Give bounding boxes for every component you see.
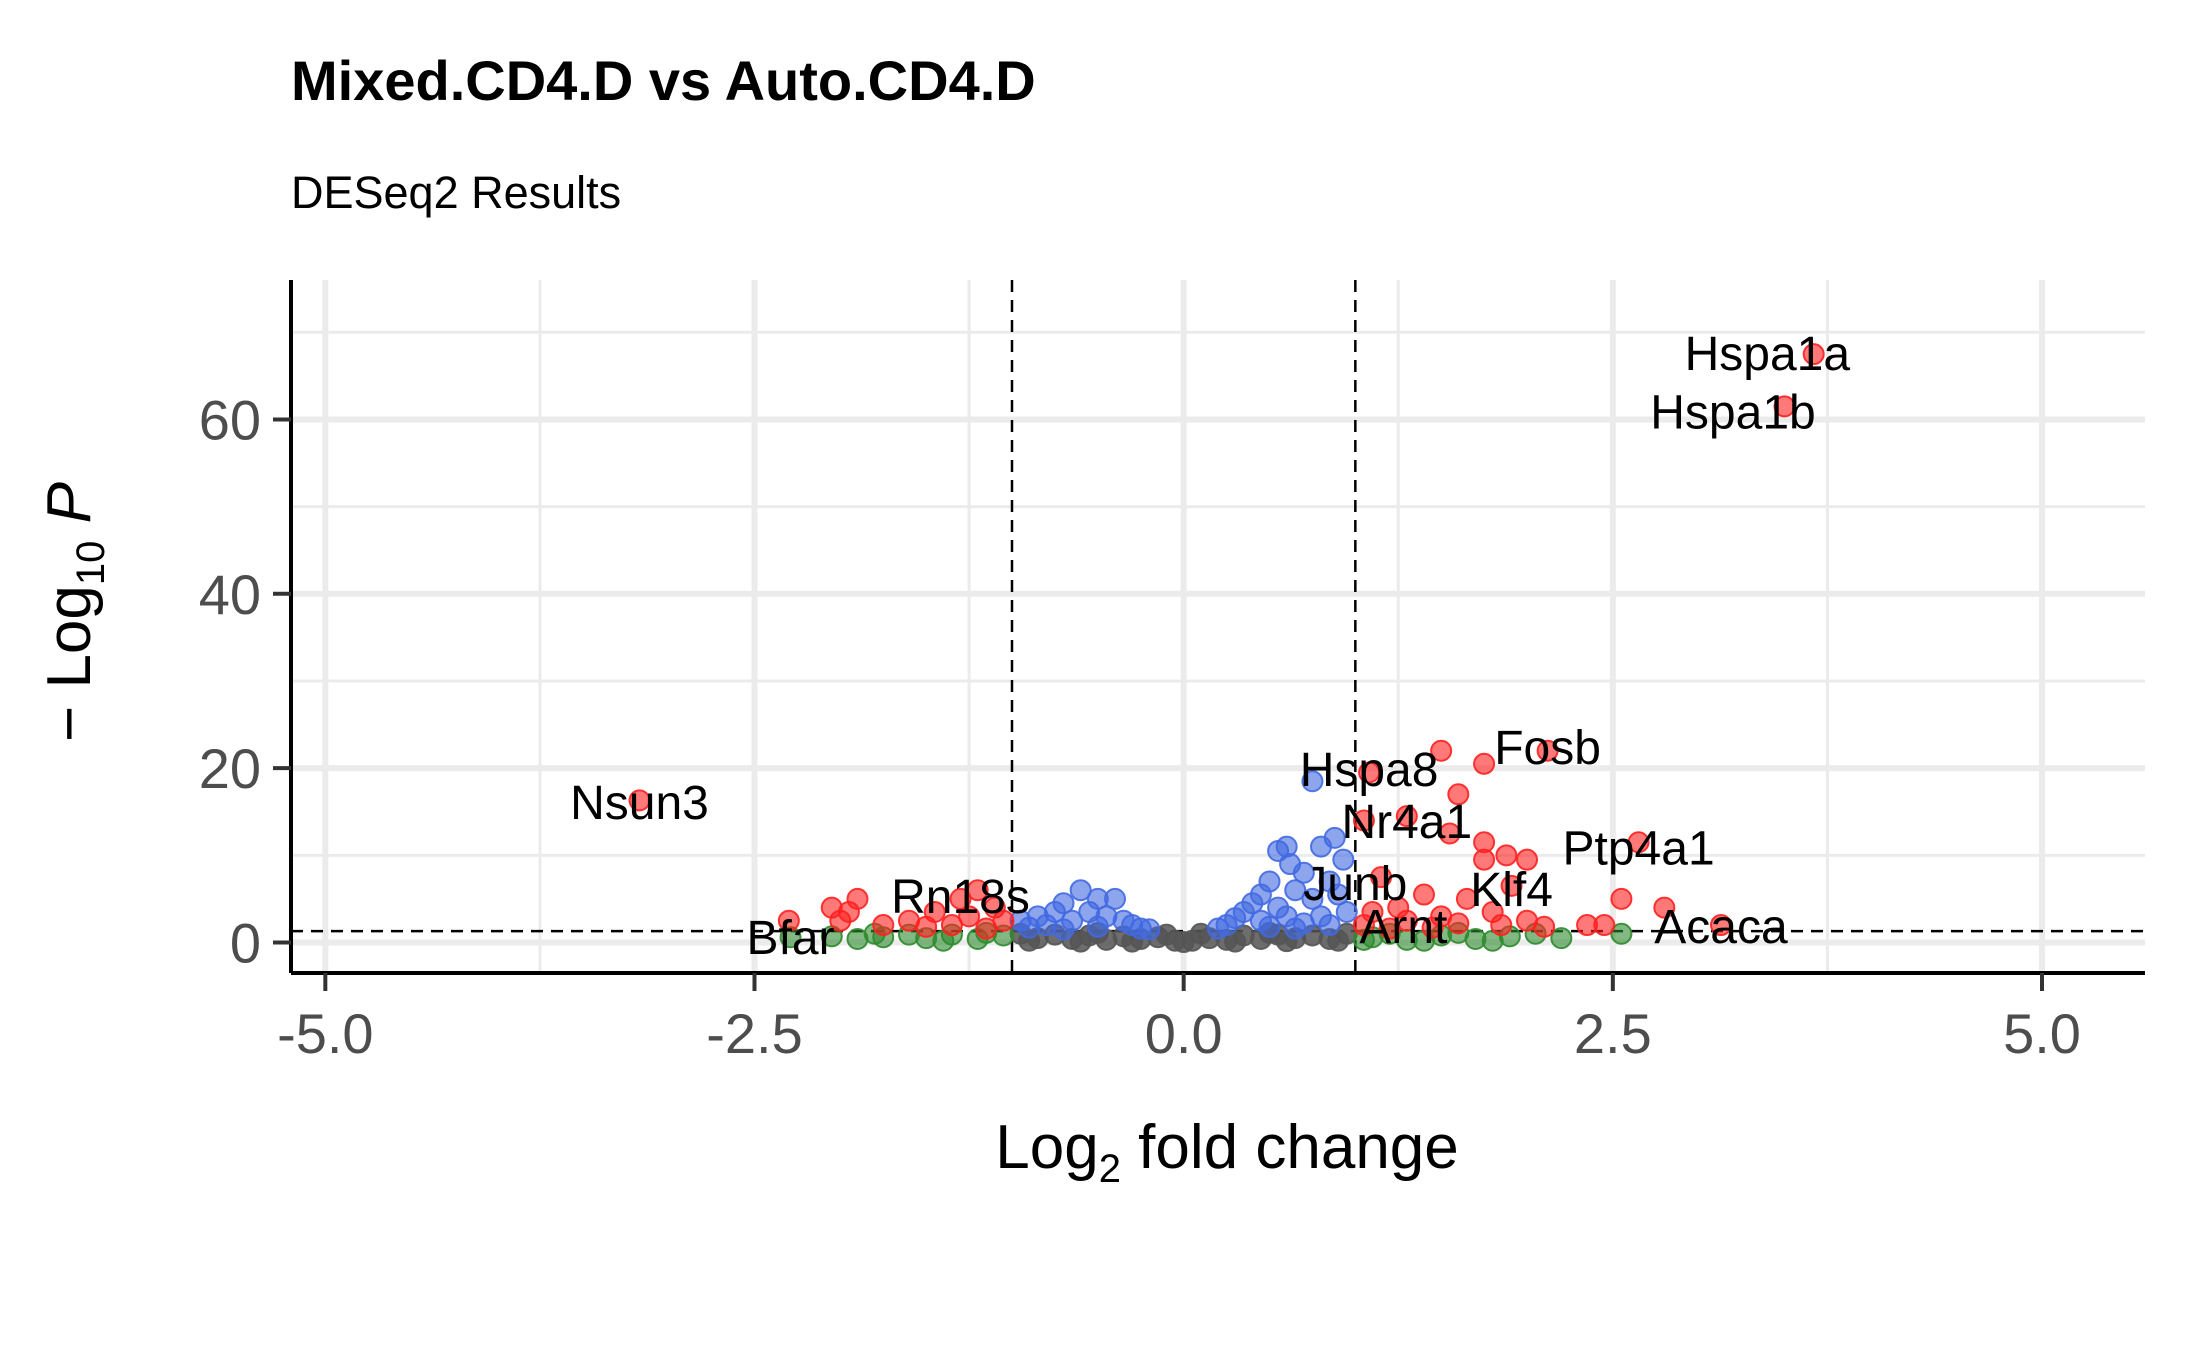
data-point-p-and-log2fc — [1447, 912, 1470, 935]
x-tick-label: -5.0 — [277, 1002, 374, 1065]
x-axis-title-subscript: 2 — [1099, 1147, 1121, 1191]
chart-subtitle: DESeq2 Results — [291, 167, 621, 218]
data-point-p — [1310, 835, 1332, 858]
data-point-p — [1284, 917, 1307, 940]
data-point-p-and-log2fc — [1421, 916, 1444, 939]
data-point-p — [1138, 918, 1161, 941]
gene-label-rn18s: Rn18s — [891, 871, 1030, 924]
data-point-p-and-log2fc — [1455, 887, 1478, 910]
data-point-p — [1327, 883, 1350, 906]
y-tick-label: 60 — [199, 388, 261, 451]
x-axis-title-prefix: Log — [995, 1113, 1098, 1182]
data-point-p-and-log2fc — [949, 887, 972, 910]
data-point-p-and-log2fc — [1352, 914, 1375, 937]
data-point-p-and-log2fc — [1438, 822, 1461, 845]
data-point-p-and-log2fc — [915, 915, 938, 938]
x-tick-label: -2.5 — [706, 1002, 803, 1065]
y-axis-title-italic: P — [35, 482, 104, 523]
data-point-ns — [1069, 930, 1092, 953]
y-axis-title-subscript: 10 — [69, 541, 113, 586]
data-point-p — [1258, 915, 1281, 938]
gene-label-arnt: Arnt — [1359, 901, 1447, 954]
data-points — [628, 343, 1825, 954]
gene-label-ptp4a1: Ptp4a1 — [1563, 822, 1715, 875]
x-tick-label: 2.5 — [1574, 1002, 1652, 1065]
gene-label-acaca: Acaca — [1654, 901, 1788, 954]
data-point-p-and-log2fc — [1536, 739, 1559, 762]
data-point-p-and-log2fc — [958, 905, 981, 928]
data-point-p — [1207, 917, 1229, 940]
y-axis-title: − Log10 P — [35, 482, 113, 742]
y-tick-label: 40 — [199, 563, 261, 626]
x-tick-label: 5.0 — [2003, 1002, 2081, 1065]
gene-label-junb: Junb — [1303, 858, 1407, 911]
data-point-p-and-log2fc — [1378, 917, 1401, 940]
data-point-p-and-log2fc — [777, 909, 800, 932]
data-point-p-and-log2fc — [628, 789, 651, 812]
data-point-p-and-log2fc — [872, 914, 895, 937]
data-point-p — [1292, 861, 1315, 884]
data-point-p-and-log2fc — [1352, 809, 1375, 832]
x-axis-title-suffix: fold change — [1121, 1113, 1459, 1182]
data-point-p-and-log2fc — [1490, 914, 1513, 937]
y-tick-label: 0 — [230, 911, 261, 974]
data-point-p-and-log2fc — [1802, 343, 1825, 366]
data-point-p-and-log2fc — [1395, 805, 1418, 828]
gene-label-nr4a1: Nr4a1 — [1341, 796, 1472, 849]
x-tick-label: 0.0 — [1145, 1002, 1223, 1065]
data-point-p — [1086, 915, 1109, 938]
gene-label-fosb: Fosb — [1494, 722, 1601, 775]
y-tick-label: 20 — [199, 737, 261, 800]
data-point-p-and-log2fc — [1533, 915, 1556, 938]
gene-label-nsun3: Nsun3 — [570, 777, 709, 830]
data-point-p-and-log2fc — [1447, 783, 1470, 806]
data-point-p-and-log2fc — [940, 914, 963, 937]
data-point-p — [1301, 887, 1324, 910]
data-point-p-and-log2fc — [1516, 848, 1538, 871]
data-point-p-and-log2fc — [1627, 831, 1650, 854]
data-point-log2fc — [1550, 927, 1573, 950]
gene-label-klf4: Klf4 — [1470, 864, 1553, 917]
data-point-p-and-log2fc — [966, 879, 989, 902]
data-point-p — [1104, 887, 1126, 910]
data-point-p-and-log2fc — [1473, 752, 1496, 775]
gene-label-hspa8: Hspa8 — [1300, 744, 1439, 797]
data-point-p-and-log2fc — [1653, 896, 1676, 919]
data-point-p — [1335, 900, 1358, 923]
data-point-p-and-log2fc — [975, 917, 998, 940]
x-axis-title: Log2 fold change — [995, 1113, 1459, 1191]
data-point-p-and-log2fc — [1370, 866, 1393, 889]
gene-label-hspa1a: Hspa1a — [1685, 328, 1851, 381]
data-point-p-and-log2fc — [1610, 887, 1633, 910]
data-point-p-and-log2fc — [820, 896, 843, 919]
data-point-p-and-log2fc — [1500, 874, 1523, 897]
gene-label-hspa1b: Hspa1b — [1650, 386, 1815, 439]
data-point-p-and-log2fc — [983, 896, 1006, 919]
data-point-p-and-log2fc — [1473, 848, 1496, 871]
data-point-p — [1318, 914, 1341, 937]
data-point-p — [1267, 839, 1290, 862]
gene-label-bfar: Bfar — [747, 912, 835, 965]
data-point-p-and-log2fc — [1773, 395, 1796, 418]
axes: -5.0 -2.5 0.0 2.5 5.0 0 20 40 60 — [199, 280, 2145, 1065]
chart-title: Mixed.CD4.D vs Auto.CD4.D — [291, 49, 1036, 112]
data-point-p — [1332, 848, 1355, 871]
data-point-p-and-log2fc — [1709, 914, 1732, 937]
data-point-p — [1284, 879, 1307, 902]
data-point-p-and-log2fc — [1430, 739, 1453, 762]
data-point-p-and-log2fc — [1358, 761, 1381, 784]
data-point-p — [1301, 770, 1324, 793]
data-point-p — [1052, 918, 1075, 941]
data-point-p — [1018, 916, 1041, 939]
y-axis-title-suffix — [35, 523, 104, 540]
data-point-p-and-log2fc — [1593, 914, 1616, 937]
y-axis-title-prefix: − Log — [35, 585, 104, 742]
data-point-log2fc — [1610, 922, 1633, 945]
data-point-p — [1069, 879, 1092, 902]
data-point-p-and-log2fc — [1495, 844, 1518, 867]
data-point-p-and-log2fc — [1413, 883, 1435, 906]
